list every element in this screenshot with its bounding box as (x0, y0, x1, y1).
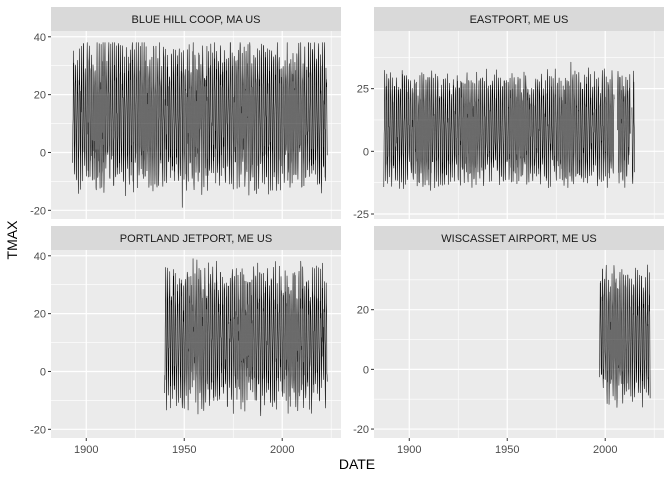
y-tick-label: 40 (34, 251, 46, 263)
x-tick-label: 1900 (74, 444, 98, 456)
y-tick-label: 40 (34, 32, 46, 44)
x-tick-label: 1900 (397, 444, 421, 456)
series-line (383, 61, 635, 191)
facet-strip (374, 7, 664, 31)
facet-strip (374, 226, 664, 250)
y-tick-label: 20 (357, 305, 369, 317)
y-tick-label: 0 (40, 147, 46, 159)
x-tick-label: 2000 (593, 444, 617, 456)
y-tick-label: 0 (363, 364, 369, 376)
facet-panel: PORTLAND JETPORT, ME US -20 0 20 40 1900 1950 2… (30, 226, 341, 456)
y-tick-label: 0 (363, 146, 369, 158)
facet-strip-title: BLUE HILL COOP, MA US (132, 14, 261, 26)
facet-strip-title: PORTLAND JETPORT, ME US (120, 233, 272, 245)
facet-strip-title: EASTPORT, ME US (470, 14, 569, 26)
y-tick-label: -25 (353, 209, 369, 221)
y-tick-label: -20 (353, 424, 369, 436)
y-tick-label: 20 (34, 90, 46, 102)
x-tick-label: 1950 (172, 444, 196, 456)
y-tick-label: 0 (40, 366, 46, 378)
series-line (72, 42, 328, 208)
series-line (164, 258, 328, 417)
facet-panel: EASTPORT, ME US -25 0 25 (353, 7, 664, 221)
y-tick-label: 20 (34, 309, 46, 321)
facet-strip (51, 7, 341, 31)
panel-background (374, 250, 664, 438)
facet-panel: BLUE HILL COOP, MA US -20 0 20 40 (30, 7, 341, 219)
y-tick-label: 25 (357, 84, 369, 96)
facet-strip (51, 226, 341, 250)
facet-strip-title: WISCASSET AIRPORT, ME US (441, 233, 596, 245)
facet-panel: WISCASSET AIRPORT, ME US -20 0 20 1900 1950 20… (353, 226, 664, 456)
x-tick-label: 2000 (270, 444, 294, 456)
y-tick-label: -20 (30, 205, 46, 217)
x-tick-label: 1950 (495, 444, 519, 456)
y-axis-title: TMAX (4, 220, 20, 260)
x-axis-title: DATE (339, 456, 375, 472)
series-line (599, 264, 651, 408)
y-tick-label: -20 (30, 424, 46, 436)
